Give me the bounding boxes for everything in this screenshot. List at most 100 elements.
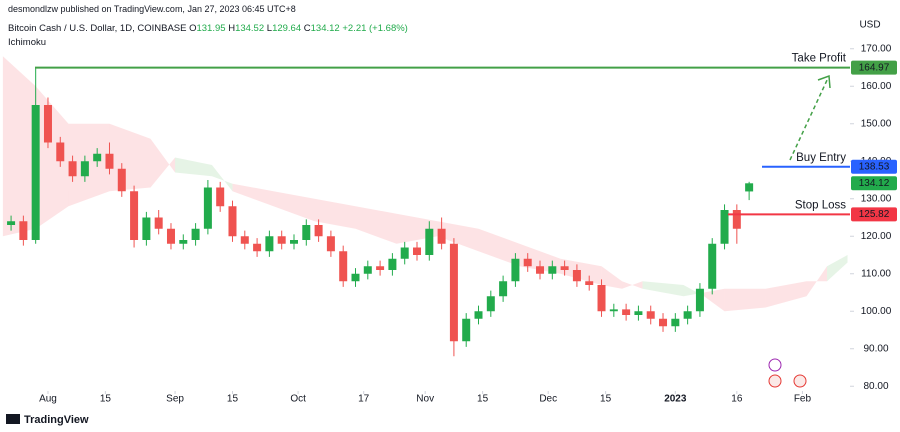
brand-logo [6, 414, 20, 424]
candle-body [117, 168, 126, 192]
x-tick-label: 17 [358, 394, 370, 405]
arrow-head [817, 74, 831, 89]
event-icon[interactable] [793, 374, 807, 388]
candle-body [93, 153, 102, 162]
indicator: Ichimoku [8, 37, 47, 48]
candle-body [56, 142, 65, 162]
x-tick-label: 15 [477, 394, 489, 405]
ohlc-value: 131.95 [196, 23, 226, 34]
candle-body [191, 228, 200, 240]
candle-body [511, 258, 520, 282]
candle-body [609, 309, 618, 312]
candle-body [302, 225, 311, 240]
ichimoku-cloud [765, 281, 807, 308]
y-tick-label: 110.00 [861, 268, 891, 279]
x-tick-label: Feb [794, 394, 812, 405]
ichimoku-cloud [437, 221, 479, 252]
ichimoku-cloud [355, 206, 397, 244]
candle-body [486, 296, 495, 312]
candle-body [376, 266, 385, 270]
candle-body [277, 236, 286, 244]
x-tick-label: Dec [539, 394, 557, 405]
ohlc-value: 134.12 [310, 23, 340, 34]
candle-body [462, 318, 471, 342]
ichimoku-cloud [478, 228, 520, 267]
candle-body [142, 217, 151, 240]
ichimoku-cloud [232, 183, 274, 207]
ichimoku-cloud [273, 191, 315, 222]
candle-body [19, 221, 28, 240]
candle-body [68, 161, 77, 177]
candle-body [400, 247, 409, 259]
candle-body [130, 191, 139, 240]
level-tag [851, 207, 897, 222]
publisher: desmondlzw published on TradingView.com,… [8, 4, 296, 14]
x-tick-label: 16 [731, 394, 743, 405]
ichimoku-cloud [109, 123, 151, 192]
ichimoku-cloud [827, 255, 848, 282]
candle-body [597, 285, 606, 312]
candle-body [548, 266, 557, 274]
ichimoku-cloud [724, 288, 766, 312]
candle-body [622, 309, 631, 315]
candle-body [80, 161, 89, 177]
symbol: Bitcoin Cash / U.S. Dollar, 1D, COINBASE [8, 23, 187, 34]
candle-body [523, 258, 532, 267]
y-tick-label: 90.00 [863, 343, 888, 354]
ichimoku-cloud [622, 281, 643, 289]
event-icon[interactable] [768, 374, 782, 388]
candle-body [646, 311, 655, 319]
candle-body [449, 243, 458, 342]
ichimoku-cloud [2, 56, 36, 237]
x-tick-label: 15 [227, 394, 239, 405]
candle-body [634, 311, 643, 315]
level-label: 125.82 [859, 209, 890, 220]
candle-body [499, 281, 508, 297]
x-tick-label: 2023 [664, 394, 687, 405]
ohlc-label: H [228, 23, 236, 34]
candle-body [745, 183, 754, 192]
level-name: Take Profit [792, 53, 847, 65]
target-arrow [789, 77, 829, 161]
last-price-tag [851, 176, 897, 191]
ohlc-value: 129.64 [272, 23, 302, 34]
event-icon[interactable] [768, 358, 782, 372]
y-tick-label: 150.00 [861, 118, 892, 129]
candle-body [265, 236, 274, 252]
y-tick-label: 120.00 [861, 231, 892, 242]
x-tick-label: 15 [100, 394, 112, 405]
candle-body [351, 273, 360, 282]
candle-body [203, 187, 212, 229]
candle-body [216, 187, 225, 207]
candle-body [7, 221, 16, 225]
candle-body [253, 243, 262, 252]
candle-body [228, 206, 237, 237]
symbol-line: Bitcoin Cash / U.S. Dollar, 1D, COINBASE… [8, 23, 408, 34]
level-label: 138.53 [859, 161, 890, 172]
y-tick-label: 170.00 [861, 43, 892, 54]
candle-body [437, 228, 446, 244]
ichimoku-cloud [35, 86, 69, 229]
x-tick-label: Aug [39, 394, 57, 405]
candle-body [536, 266, 545, 274]
candle-body [585, 281, 594, 285]
ohlc-label: C [303, 23, 311, 34]
candle-body [413, 247, 422, 255]
level-tag [851, 159, 897, 174]
candle-body [474, 311, 483, 319]
y-tick-label: 160.00 [861, 81, 892, 92]
ichimoku-cloud [150, 138, 176, 188]
candle-body [154, 217, 163, 229]
candle-body [105, 153, 114, 169]
ohlc-label: L [266, 23, 273, 34]
ohlc-label: O [189, 23, 197, 34]
ichimoku-cloud [211, 165, 233, 192]
x-tick-label: Nov [416, 394, 434, 405]
ichimoku-cloud [175, 157, 212, 177]
candle-body [708, 243, 717, 289]
candle-body [240, 236, 249, 244]
y-tick-label: 100.00 [861, 306, 892, 317]
candle-body [572, 270, 581, 282]
x-tick-label: Sep [166, 394, 184, 405]
